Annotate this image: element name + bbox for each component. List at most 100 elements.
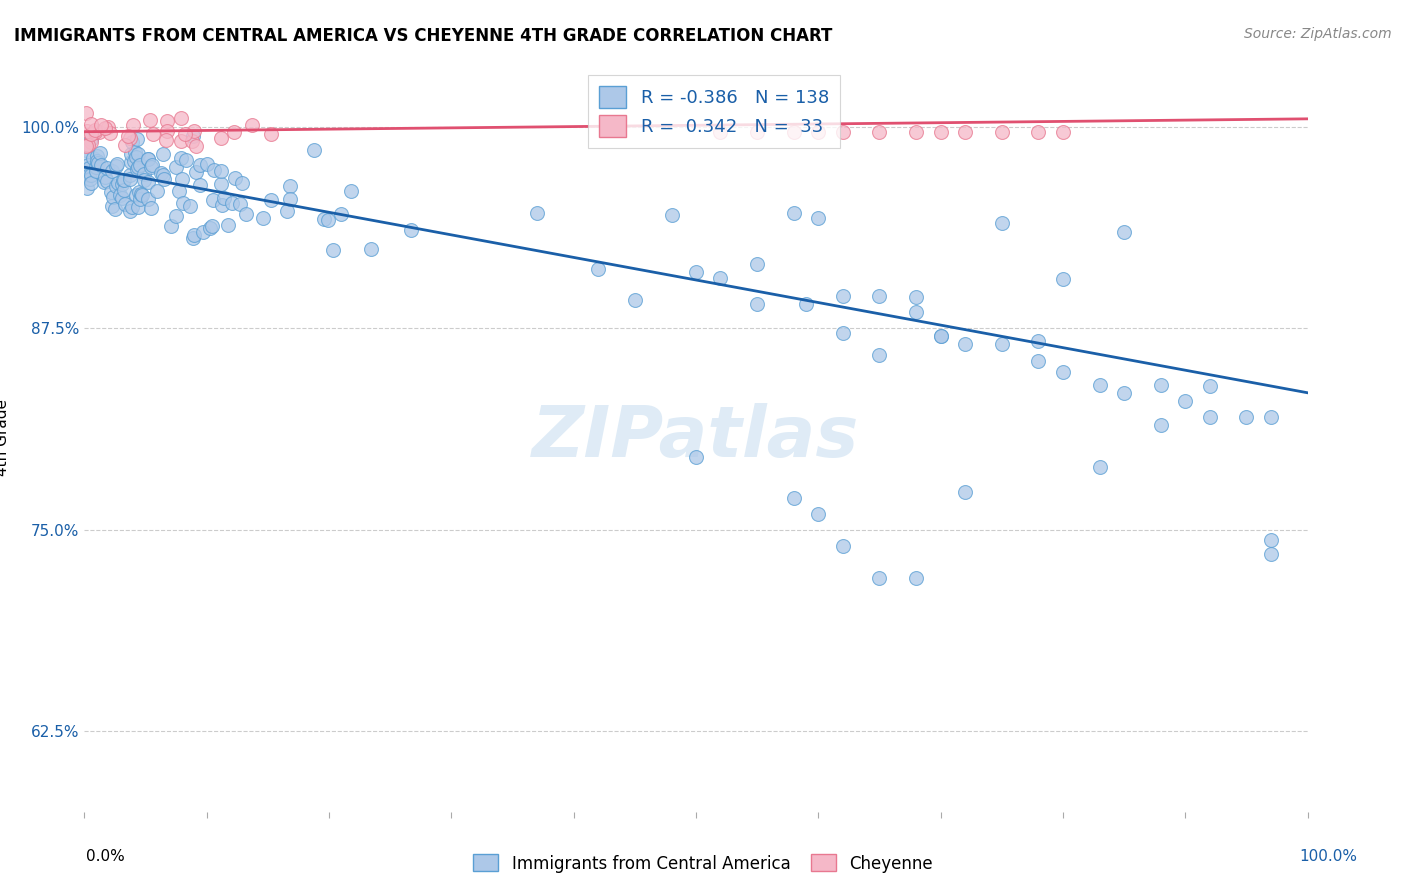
Point: [685, 450, 707, 465]
Point: [121, 200, 143, 214]
Point: [98, 126, 121, 140]
Point: [139, 113, 162, 128]
Point: [104, 179, 127, 194]
Point: [76, 138, 98, 153]
Point: [172, 196, 194, 211]
Point: [209, 131, 232, 145]
Point: [165, 160, 187, 174]
Point: [86, 154, 108, 169]
Point: [929, 329, 952, 343]
Point: [224, 171, 246, 186]
Point: [1260, 533, 1282, 547]
Point: [114, 138, 136, 153]
Point: [278, 178, 301, 193]
Point: [193, 225, 215, 239]
Point: [96, 173, 118, 187]
Point: [685, 265, 707, 279]
Point: [128, 158, 150, 172]
Point: [198, 220, 221, 235]
Point: [1174, 393, 1197, 408]
Point: [202, 163, 225, 178]
Point: [125, 188, 148, 202]
Point: [201, 219, 224, 233]
Text: ZIPatlas: ZIPatlas: [533, 402, 859, 472]
Point: [1088, 460, 1111, 475]
Point: [1052, 272, 1074, 286]
Point: [80, 117, 103, 131]
Point: [80, 135, 103, 149]
Point: [221, 196, 243, 211]
Point: [141, 158, 163, 172]
Legend: Immigrants from Central America, Cheyenne: Immigrants from Central America, Cheyenn…: [467, 847, 939, 880]
Point: [209, 178, 232, 192]
Point: [747, 297, 769, 311]
Point: [252, 211, 274, 225]
Point: [104, 202, 127, 216]
Point: [953, 485, 976, 500]
Point: [184, 138, 207, 153]
Point: [174, 128, 197, 142]
Point: [121, 135, 143, 149]
Point: [260, 194, 283, 208]
Point: [132, 167, 155, 181]
Point: [869, 289, 891, 303]
Point: [105, 157, 128, 171]
Point: [316, 213, 339, 227]
Point: [330, 207, 353, 221]
Point: [93, 175, 115, 189]
Point: [75, 151, 97, 165]
Point: [136, 175, 159, 189]
Point: [188, 158, 211, 172]
Point: [526, 206, 548, 220]
Text: 0.0%: 0.0%: [86, 849, 125, 863]
Point: [169, 111, 191, 125]
Point: [77, 168, 100, 182]
Point: [869, 571, 891, 585]
Point: [132, 173, 155, 187]
Point: [807, 507, 830, 521]
Point: [90, 119, 112, 133]
Point: [117, 129, 139, 144]
Point: [82, 151, 104, 165]
Point: [905, 571, 928, 585]
Point: [155, 132, 177, 146]
Point: [322, 243, 344, 257]
Point: [794, 297, 817, 311]
Point: [111, 177, 134, 191]
Point: [188, 178, 211, 192]
Point: [118, 169, 141, 183]
Point: [75, 105, 97, 120]
Point: [136, 192, 159, 206]
Point: [150, 166, 173, 180]
Legend: R = -0.386   N = 138, R =  0.342   N =  33: R = -0.386 N = 138, R = 0.342 N = 33: [588, 75, 839, 148]
Point: [170, 134, 193, 148]
Point: [831, 125, 853, 139]
Point: [302, 143, 325, 157]
Point: [747, 125, 769, 139]
Point: [125, 150, 148, 164]
Point: [1114, 225, 1136, 239]
Point: [176, 153, 198, 167]
Point: [224, 125, 246, 139]
Point: [142, 127, 165, 141]
Point: [114, 197, 136, 211]
Point: [84, 160, 107, 174]
Point: [94, 170, 117, 185]
Point: [312, 212, 335, 227]
Point: [80, 176, 103, 190]
Point: [1088, 377, 1111, 392]
Point: [156, 113, 179, 128]
Point: [661, 208, 683, 222]
Point: [77, 158, 100, 172]
Point: [127, 161, 149, 175]
Point: [136, 152, 159, 166]
Point: [104, 159, 127, 173]
Point: [235, 206, 257, 220]
Point: [831, 289, 853, 303]
Point: [100, 185, 122, 199]
Point: [146, 184, 169, 198]
Point: [112, 173, 135, 187]
Point: [953, 337, 976, 351]
Point: [709, 271, 731, 285]
Point: [152, 168, 174, 182]
